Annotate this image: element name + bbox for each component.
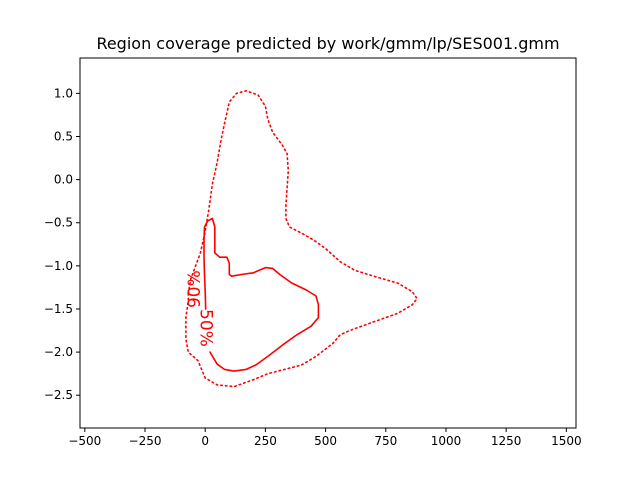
y-tick-label: 0.5 (54, 129, 73, 143)
chart-title: Region coverage predicted by work/gmm/lp… (96, 34, 559, 53)
x-tick-label: −250 (129, 434, 162, 448)
axes-frame (79, 57, 577, 429)
y-tick-label: −2.5 (44, 388, 73, 402)
contour-label-90-percent: 90% (185, 270, 205, 308)
x-tick-label: 500 (314, 434, 337, 448)
y-tick-label: −2.0 (44, 345, 73, 359)
x-tick-label: 1250 (491, 434, 522, 448)
y-tick-label: 0.0 (54, 173, 73, 187)
x-tick-label: −500 (68, 434, 101, 448)
contour-label-50-percent: 50% (196, 309, 216, 347)
y-tick-label: 1.0 (54, 86, 73, 100)
contour-line-50-percent (203, 217, 320, 372)
x-tick-label: 250 (254, 434, 277, 448)
x-tick-label: 0 (201, 434, 209, 448)
y-tick-label: −1.5 (44, 302, 73, 316)
y-tick-label: −0.5 (44, 216, 73, 230)
x-tick-label: 750 (374, 434, 397, 448)
x-tick-label: 1500 (551, 434, 582, 448)
contour-line-90-percent (185, 90, 418, 388)
x-tick-label: 1000 (431, 434, 462, 448)
x-axis: −500 −250 0 250 500 750 1000 1250 1500 (68, 428, 582, 448)
y-axis: 1.0 0.5 0.0 −0.5 −1.0 −1.5 −2.0 −2.5 (44, 86, 80, 402)
plot-area: 90%50% (185, 90, 418, 388)
y-tick-label: −1.0 (44, 259, 73, 273)
